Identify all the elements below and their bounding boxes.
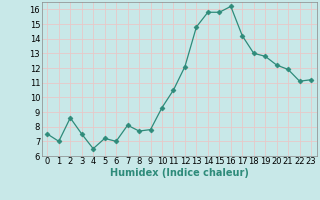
X-axis label: Humidex (Indice chaleur): Humidex (Indice chaleur) (110, 168, 249, 178)
